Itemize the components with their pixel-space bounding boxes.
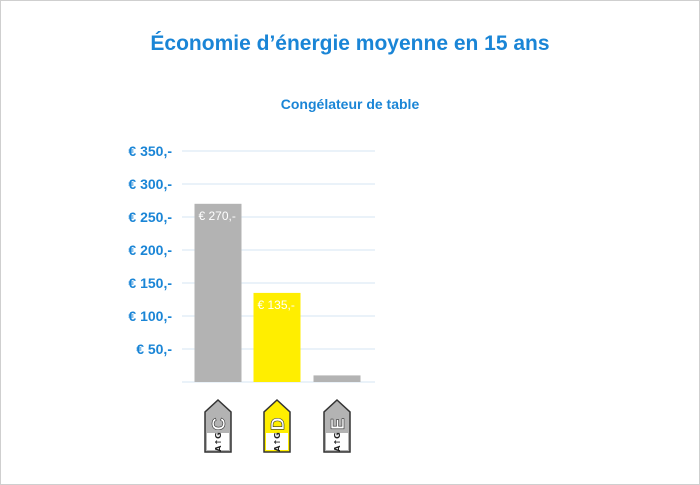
y-tick-label: € 300,- (128, 176, 172, 192)
energy-scale-label: A↑G (333, 432, 342, 451)
chart-subtitle: Congélateur de table (280, 96, 420, 112)
y-tick-label: € 100,- (128, 308, 172, 324)
y-tick-label: € 200,- (128, 242, 172, 258)
y-tick-label: € 150,- (128, 275, 172, 291)
category-label: D (268, 418, 288, 431)
energy-scale-label: A↑G (214, 432, 223, 451)
y-tick-label: € 50,- (136, 341, 172, 357)
y-tick-label: € 350,- (128, 143, 172, 159)
bar-c (194, 203, 242, 382)
energy-label-scale-bg (207, 433, 229, 450)
category-tag-c: CA↑G (204, 398, 232, 453)
bar-d (253, 292, 301, 382)
category-tag-d: DA↑G (263, 398, 291, 453)
category-label: C (209, 418, 229, 431)
energy-scale-label: A↑G (273, 432, 282, 451)
y-tick-label: € 250,- (128, 209, 172, 225)
bar-e (313, 375, 361, 382)
category-label: E (328, 418, 348, 430)
energy-label-scale-bg (266, 433, 288, 450)
category-tag-e: E A↑G (323, 398, 351, 453)
energy-label-scale-bg (326, 433, 348, 450)
bar-value-label: € 135,- (258, 298, 295, 312)
chart-title: Économie d’énergie moyenne en 15 ans (150, 32, 550, 55)
bar-value-label: € 270,- (199, 209, 236, 223)
